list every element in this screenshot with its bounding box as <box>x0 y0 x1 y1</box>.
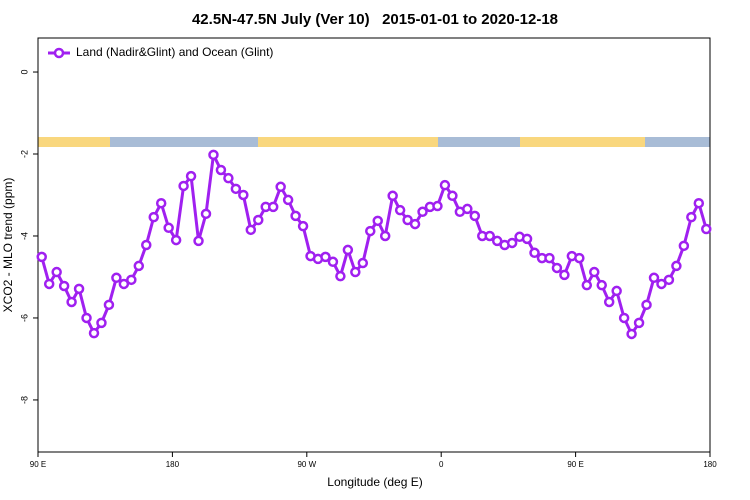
data-point <box>506 237 518 249</box>
plot-frame <box>37 37 711 453</box>
data-point <box>178 180 189 192</box>
x-tick-label: 0 <box>439 460 444 469</box>
data-point <box>342 244 354 256</box>
data-point <box>372 215 383 227</box>
data-point <box>357 257 369 269</box>
data-point <box>447 190 458 202</box>
data-point <box>230 183 242 195</box>
y-tick-label: -2 <box>19 150 29 158</box>
data-point <box>618 312 630 324</box>
data-point <box>223 172 234 184</box>
data-point <box>462 203 473 215</box>
data-point <box>574 252 585 264</box>
data-point <box>603 296 615 308</box>
data-point <box>238 189 249 201</box>
data-point <box>73 283 85 295</box>
data-point <box>633 317 645 329</box>
data-point <box>81 312 92 324</box>
data-point <box>163 222 174 234</box>
data-point <box>133 260 145 272</box>
data-point <box>282 194 294 206</box>
data-point <box>678 240 690 252</box>
data-point <box>126 274 137 286</box>
data-point <box>641 299 652 311</box>
x-tick-label: 90 E <box>567 460 583 469</box>
data-point <box>417 206 428 218</box>
legend-label: Land (Nadir&Glint) and Ocean (Glint) <box>76 45 273 59</box>
data-point <box>581 279 593 291</box>
data-point <box>200 208 212 220</box>
data-point <box>626 328 637 340</box>
legend-marker <box>53 47 65 59</box>
data-point <box>193 235 204 247</box>
land-ocean-strip <box>38 137 710 147</box>
x-tick-label: 180 <box>166 460 180 469</box>
data-point <box>297 220 309 232</box>
data-point <box>290 210 301 222</box>
data-point <box>491 235 503 247</box>
data-point <box>387 190 398 202</box>
data-point <box>335 270 346 282</box>
data-point <box>327 256 339 268</box>
data-point <box>66 296 77 308</box>
data-point <box>394 204 406 216</box>
data-point <box>245 224 257 236</box>
data-point <box>215 164 227 176</box>
data-point <box>693 197 705 209</box>
data-point <box>320 251 331 263</box>
data-point <box>656 278 667 290</box>
data-point <box>671 260 682 272</box>
data-point <box>118 278 130 290</box>
data-point <box>701 223 712 235</box>
data-point <box>551 262 563 274</box>
data-point <box>141 239 152 251</box>
y-tick-label: -8 <box>19 396 29 404</box>
y-axis-label: XCO2 - MLO trend (ppm) <box>1 178 15 313</box>
data-point <box>432 200 443 212</box>
x-axis-label: Longitude (deg E) <box>327 475 422 489</box>
data-point <box>96 317 107 329</box>
data-point <box>275 181 286 193</box>
x-tick-label: 90 W <box>297 460 316 469</box>
data-point <box>686 211 697 223</box>
data-point <box>663 274 675 286</box>
data-point <box>402 214 413 226</box>
data-point <box>208 149 219 161</box>
data-point <box>439 179 451 191</box>
data-point <box>58 280 70 292</box>
x-tick-label: 90 E <box>30 460 46 469</box>
data-point <box>544 252 555 264</box>
data-point <box>267 201 279 213</box>
data-point <box>350 266 361 278</box>
data-point <box>111 272 122 284</box>
data-point <box>596 279 607 291</box>
data-point <box>170 234 182 246</box>
x-tick-label: 180 <box>703 460 717 469</box>
data-point <box>51 266 62 278</box>
data-point <box>36 251 47 263</box>
data-point <box>611 285 622 297</box>
data-point <box>365 225 376 237</box>
data-point <box>43 278 55 290</box>
data-point <box>379 230 391 242</box>
data-point <box>88 327 100 339</box>
data-point <box>521 233 533 245</box>
data-point <box>253 214 264 226</box>
y-tick-label: -4 <box>19 232 29 240</box>
data-point <box>484 230 495 242</box>
data-point <box>409 218 421 230</box>
data-point <box>648 272 660 284</box>
data-point <box>148 211 159 223</box>
y-tick-label: -6 <box>19 314 29 322</box>
data-point <box>103 299 115 311</box>
y-tick-label: 0 <box>19 70 29 75</box>
data-point <box>185 170 197 182</box>
data-point <box>529 247 540 259</box>
chart-title: 42.5N-47.5N July (Ver 10) 2015-01-01 to … <box>192 11 558 28</box>
data-point <box>155 197 167 209</box>
data-point <box>589 266 600 278</box>
data-point <box>469 210 481 222</box>
data-point <box>559 269 570 281</box>
